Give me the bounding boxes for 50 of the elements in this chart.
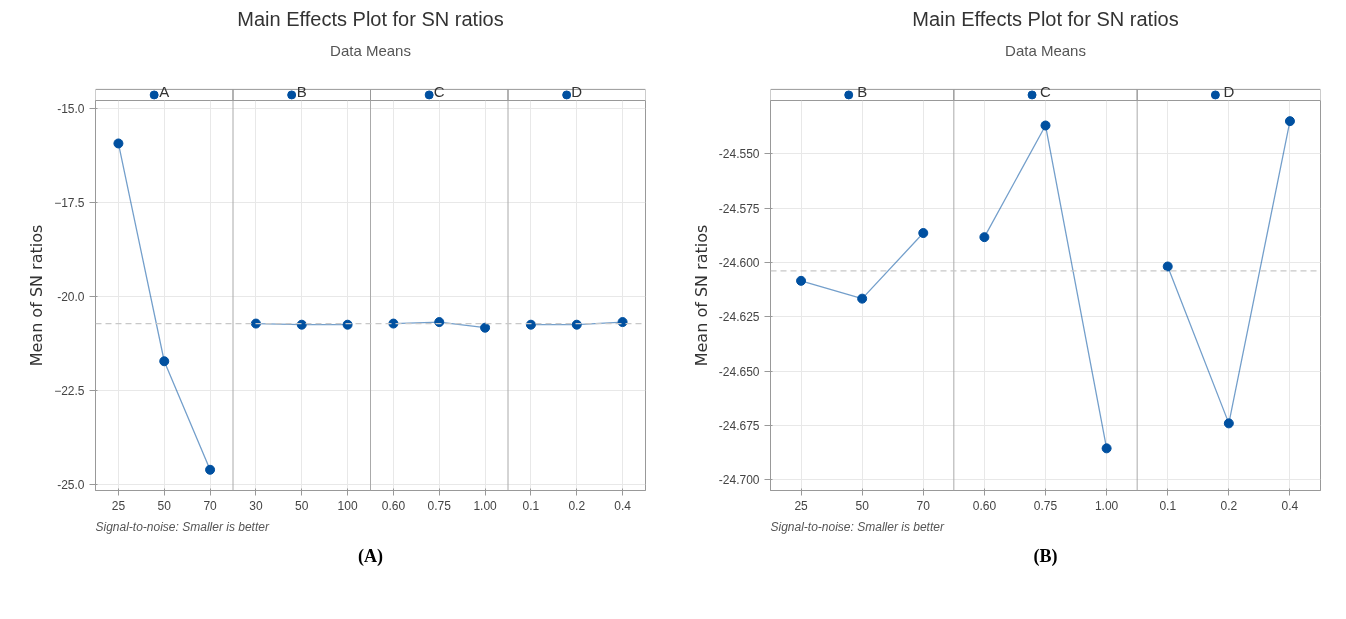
- x-tick-label: 0.1: [1159, 498, 1177, 513]
- y-tick-label: -24.575: [718, 201, 760, 216]
- chart-subtitle: Data Means: [1005, 41, 1086, 59]
- y-tick-label: −17.5: [54, 195, 85, 210]
- text: Signal-to-noise: Smaller is better: [95, 519, 270, 534]
- x-tick-label: 0.60: [972, 498, 997, 513]
- y-tick-label: -25.0: [57, 478, 85, 493]
- x-tick-label: 25: [794, 498, 809, 513]
- x-tick-label: 0.4: [1281, 498, 1299, 513]
- chart-title: Main Effects Plot for SN ratios: [912, 7, 1179, 30]
- x-tick-label: 0.2: [1220, 498, 1238, 513]
- legend-label: A: [159, 82, 170, 100]
- y-tick-label: -20.0: [57, 289, 85, 304]
- y-axis-title: Mean of SN ratios: [27, 224, 47, 367]
- text: Signal-to-noise: Smaller is better: [770, 519, 945, 534]
- x-tick-label: 0.60: [381, 498, 406, 513]
- x-tick-label: 0.2: [568, 498, 586, 513]
- chart-subtitle: Data Means: [330, 41, 411, 59]
- chart-title: Main Effects Plot for SN ratios: [237, 7, 504, 30]
- legend-label: B: [296, 82, 307, 100]
- y-tick-label: -24.625: [718, 310, 760, 325]
- x-tick-label: 0.75: [427, 498, 452, 513]
- x-tick-label: 100: [337, 498, 358, 513]
- x-tick-label: 70: [203, 498, 218, 513]
- x-tick-label: 0.1: [522, 498, 540, 513]
- x-tick-label: 50: [295, 498, 309, 513]
- legend-label: C: [1040, 82, 1052, 100]
- y-tick-label: -24.700: [718, 473, 760, 488]
- legend-label: D: [1223, 82, 1235, 100]
- y-tick-label: -15.0: [57, 101, 85, 116]
- y-axis-title: Mean of SN ratios: [691, 224, 711, 367]
- y-tick-label: -24.600: [718, 255, 760, 270]
- text: (A): [358, 545, 384, 567]
- x-tick-label: 25: [111, 498, 126, 513]
- y-tick-label: -24.675: [718, 418, 760, 433]
- x-tick-label: 30: [249, 498, 263, 513]
- y-tick-label: -24.650: [718, 364, 760, 379]
- x-tick-label: 50: [855, 498, 870, 513]
- y-tick-label: -24.550: [718, 147, 760, 162]
- x-tick-label: 1.00: [473, 498, 498, 513]
- legend-label: D: [571, 82, 583, 100]
- x-tick-label: 0.75: [1033, 498, 1058, 513]
- y-tick-label: −22.5: [54, 384, 85, 399]
- legend-label: B: [857, 82, 868, 100]
- legend-label: C: [433, 82, 445, 100]
- text: (B): [1033, 545, 1058, 567]
- x-tick-label: 0.4: [614, 498, 632, 513]
- x-tick-label: 70: [916, 498, 931, 513]
- x-tick-label: 50: [157, 498, 172, 513]
- x-tick-label: 1.00: [1094, 498, 1119, 513]
